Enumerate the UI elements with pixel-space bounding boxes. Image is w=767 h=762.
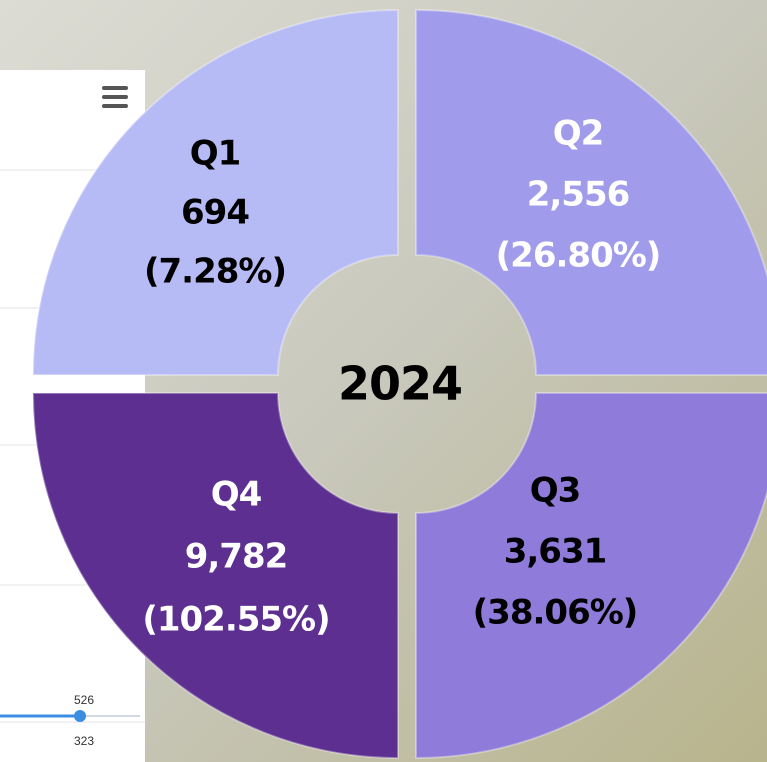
quadrant-name: Q3 (530, 471, 581, 511)
panel-label: 323 (74, 734, 94, 748)
q3-labels: Q3 3,631 (38.06%) (473, 471, 639, 633)
q2-segment (415, 8, 767, 376)
q4-labels: Q4 9,782 (102.55%) (142, 475, 330, 640)
panel-label: 526 (74, 693, 94, 707)
quadrant-value: 694 (181, 193, 249, 233)
q2-labels: Q2 2,556 (26.80%) (496, 114, 662, 276)
q4-segment (31, 392, 399, 760)
quadrant-name: Q1 (190, 134, 241, 174)
quadrant-share: (102.55%) (142, 600, 329, 640)
q1-segment (31, 8, 399, 376)
quadrant-graphic (31, 8, 767, 760)
menu-icon[interactable] (102, 86, 128, 108)
quadrant-value: 3,631 (504, 532, 607, 572)
slider-handle[interactable] (74, 710, 86, 722)
quadrant-value: 9,782 (185, 537, 288, 577)
center-label: 2024 (338, 357, 462, 411)
quadrant-share: (38.06%) (473, 593, 638, 633)
quadrant-name: Q2 (553, 114, 604, 154)
q3-segment (415, 392, 767, 760)
quadrant-value: 2,556 (527, 175, 630, 215)
quadrant-name: Q4 (211, 475, 262, 515)
quadrant-share: (26.80%) (496, 236, 661, 276)
q1-labels: Q1 694 (7.28%) (144, 134, 287, 292)
quadrant-share: (7.28%) (144, 252, 286, 292)
